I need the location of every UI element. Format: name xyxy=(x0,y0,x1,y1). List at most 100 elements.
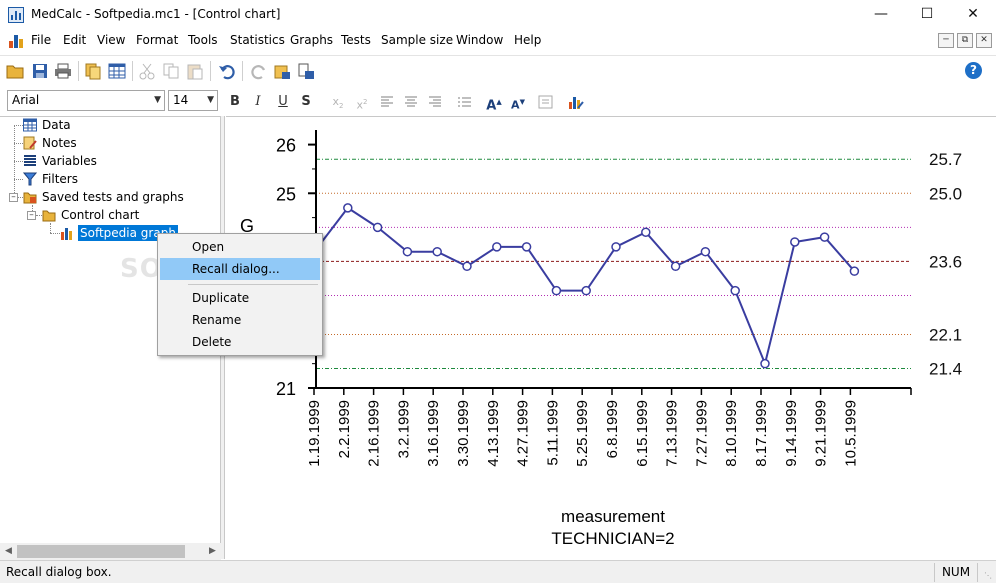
align-center-icon[interactable] xyxy=(403,94,419,110)
copy-icon[interactable] xyxy=(162,62,180,80)
font-size-combobox[interactable]: 14 ▼ xyxy=(168,90,218,111)
tree-label-notes: Notes xyxy=(42,136,77,150)
control-chart[interactable]: 25.725.023.622.121.4 212425261.19.19992.… xyxy=(226,117,996,560)
format-graph-icon[interactable] xyxy=(568,94,584,110)
ctx-open[interactable]: Open xyxy=(192,240,225,254)
mdi-minimize-button[interactable]: ─ xyxy=(938,33,954,48)
graph-icon xyxy=(61,228,72,240)
menu-help[interactable]: Help xyxy=(514,33,542,47)
x-tick-label: 5.11.1999 xyxy=(544,400,561,466)
data-point xyxy=(432,246,442,257)
folder-icon xyxy=(23,192,37,204)
bold-button[interactable]: B xyxy=(230,94,240,109)
collapse-icon[interactable]: – xyxy=(27,211,36,220)
x-tick-label: 10.5.1999 xyxy=(842,400,859,467)
chevron-down-icon: ▼ xyxy=(207,95,214,105)
data-point xyxy=(521,242,532,252)
y-tick-label: 25 xyxy=(276,184,296,204)
minimize-button[interactable]: — xyxy=(874,6,888,22)
decrease-font-icon[interactable]: A▼ xyxy=(511,98,525,112)
open-folder-icon[interactable] xyxy=(6,62,24,80)
scrollbar-thumb[interactable] xyxy=(17,545,185,558)
tree-label-filters: Filters xyxy=(42,172,78,186)
tree-label-saved-tests: Saved tests and graphs xyxy=(42,190,184,204)
num-lock-indicator: NUM xyxy=(934,563,978,582)
menu-statistics[interactable]: Statistics xyxy=(230,33,285,47)
close-window-button[interactable]: ✕ xyxy=(967,6,979,22)
menu-edit[interactable]: Edit xyxy=(63,33,87,47)
data-point xyxy=(670,261,681,272)
notes-icon xyxy=(23,136,37,150)
menu-graphs[interactable]: Graphs xyxy=(290,33,334,47)
font-name-combobox[interactable]: Arial ▼ xyxy=(7,90,165,111)
ctx-duplicate[interactable]: Duplicate xyxy=(192,291,250,305)
italic-button[interactable]: I xyxy=(255,94,261,109)
maximize-button[interactable]: ☐ xyxy=(920,6,934,22)
ctx-rename[interactable]: Rename xyxy=(192,313,242,327)
underline-button[interactable]: U xyxy=(278,94,288,109)
x-tick-label: 2.16.1999 xyxy=(366,400,383,467)
superscript-icon[interactable]: x2 xyxy=(356,98,368,112)
copy-sheet-icon[interactable] xyxy=(84,62,102,80)
font-size-value: 14 xyxy=(173,93,189,107)
scroll-left-icon[interactable]: ◀ xyxy=(5,546,12,556)
scroll-right-icon[interactable]: ▶ xyxy=(209,546,216,556)
redo-icon[interactable] xyxy=(250,62,268,80)
menu-window[interactable]: Window xyxy=(456,33,504,47)
variables-icon xyxy=(24,155,36,166)
ctx-delete[interactable]: Delete xyxy=(192,335,232,349)
bullet-list-icon[interactable] xyxy=(457,94,473,110)
align-left-icon[interactable] xyxy=(379,94,395,110)
table-icon xyxy=(23,118,37,132)
spreadsheet-icon[interactable] xyxy=(108,62,126,80)
x-tick-label: 2.2.1999 xyxy=(336,400,353,458)
medcalc-app-icon xyxy=(8,7,24,23)
data-point xyxy=(700,246,711,257)
recall-icon[interactable] xyxy=(273,62,291,80)
paste-icon[interactable] xyxy=(186,62,204,80)
y-axis-label: G xyxy=(240,216,254,236)
menu-file[interactable]: File xyxy=(31,33,52,47)
data-point xyxy=(402,246,413,257)
subscript-icon[interactable]: x2 xyxy=(332,95,344,111)
x-tick-label: 4.27.1999 xyxy=(515,400,532,467)
data-point xyxy=(730,285,740,296)
data-point xyxy=(343,203,353,213)
x-tick-label: 3.16.1999 xyxy=(425,400,442,467)
data-point xyxy=(462,261,472,272)
data-point xyxy=(849,266,860,276)
ctx-recall-dialog[interactable]: Recall dialog... xyxy=(160,258,320,280)
filter-icon xyxy=(23,172,37,186)
main-toolbar: ? xyxy=(0,55,996,85)
properties-icon[interactable] xyxy=(538,94,554,110)
export-icon[interactable] xyxy=(297,62,315,80)
chart-subtitle: TECHNICIAN=2 xyxy=(551,529,674,548)
menu-sample-size[interactable]: Sample size xyxy=(381,33,454,47)
x-tick-label: 6.8.1999 xyxy=(604,400,621,458)
align-right-icon[interactable] xyxy=(427,94,443,110)
font-name-value: Arial xyxy=(12,93,40,107)
print-icon[interactable] xyxy=(54,62,72,80)
menu-view[interactable]: View xyxy=(97,33,126,47)
tree-horizontal-scrollbar[interactable]: ◀ ▶ xyxy=(0,543,221,560)
data-point xyxy=(790,237,800,247)
mdi-close-button[interactable]: ✕ xyxy=(976,33,992,48)
help-icon[interactable]: ? xyxy=(965,62,982,79)
control-limit-label: 25.7 xyxy=(929,150,962,169)
tree-label-data: Data xyxy=(42,118,71,132)
format-toolbar: Arial ▼ 14 ▼ B I U S x2 x2 A▲ A▼ xyxy=(0,86,996,116)
menu-format[interactable]: Format xyxy=(136,33,179,47)
x-tick-label: 3.2.1999 xyxy=(395,400,412,458)
menu-tests[interactable]: Tests xyxy=(341,33,371,47)
increase-font-icon[interactable]: A▲ xyxy=(486,98,502,114)
cut-icon[interactable] xyxy=(138,62,156,80)
x-tick-label: 9.21.1999 xyxy=(813,400,830,467)
menu-tools[interactable]: Tools xyxy=(188,33,218,47)
collapse-icon[interactable]: – xyxy=(9,193,18,202)
x-tick-label: 8.17.1999 xyxy=(753,400,770,467)
save-icon[interactable] xyxy=(31,62,49,80)
strikeout-button[interactable]: S xyxy=(301,94,311,109)
size-grip-icon[interactable]: ⋱ xyxy=(984,571,992,580)
undo-icon[interactable] xyxy=(218,62,236,80)
mdi-restore-button[interactable]: ⧉ xyxy=(957,33,973,48)
